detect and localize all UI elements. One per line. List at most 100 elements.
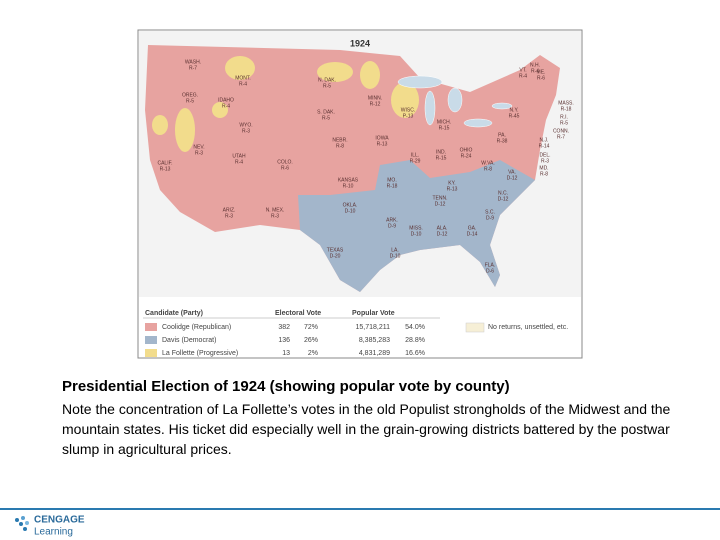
state-votes: R-3 [271, 213, 279, 219]
state-votes: R-5 [560, 120, 568, 126]
state-votes: D-12 [437, 231, 448, 237]
legend-candidate: La Follette (Progressive) [162, 350, 238, 357]
state-votes: R-4 [531, 68, 539, 74]
progressive-areas [152, 56, 419, 152]
state-votes: R-15 [436, 155, 447, 161]
state-votes: R-13 [447, 186, 458, 192]
state-name: WYO. [239, 122, 252, 128]
state-name: OREG. [182, 92, 198, 98]
logo-dot [23, 527, 27, 531]
state-name: MICH. [437, 119, 451, 125]
state-name: N.J. [540, 137, 549, 143]
legend-electoral-pct: 72% [304, 324, 318, 331]
state-name: R.I. [560, 114, 568, 120]
state-name: N. DAK. [318, 77, 336, 83]
state-name: IOWA [375, 135, 389, 141]
state-votes: R-13 [377, 141, 388, 147]
state-name: KANSAS [338, 177, 359, 183]
state-name: TEXAS [327, 247, 344, 253]
map-legend: Candidate (Party) Electoral Vote Popular V… [143, 310, 568, 357]
state-name: MASS. [558, 100, 574, 106]
state-labels: WASH.R-7OREG.R-5CALIF.R-13NEV.R-3IDAHOR-… [157, 59, 573, 274]
lake [491, 102, 513, 110]
state-votes: R-18 [561, 106, 572, 112]
state-name: NEBR. [332, 137, 347, 143]
state-votes: R-7 [557, 134, 565, 140]
state-votes: R-3 [195, 150, 203, 156]
publisher-logo: CENGAGE Learning [0, 508, 720, 538]
progressive-area [360, 61, 380, 89]
state-name: N. MEX. [266, 207, 285, 213]
state-votes: R-5 [322, 115, 330, 121]
legend-popular-pct: 54.0% [405, 324, 425, 331]
state-name: ARIZ. [223, 207, 236, 213]
state-votes: D-9 [486, 215, 494, 221]
state-votes: R-15 [439, 125, 450, 131]
state-votes: D-10 [345, 208, 356, 214]
state-name: PA. [498, 132, 506, 138]
state-votes: R-12 [370, 101, 381, 107]
state-votes: R-3 [541, 158, 549, 164]
state-name: KY. [448, 180, 455, 186]
state-name: S.C. [485, 209, 495, 215]
state-votes: R-4 [519, 73, 527, 79]
progressive-area [212, 102, 228, 118]
legend-swatch [145, 323, 157, 331]
state-name: ALA. [437, 225, 448, 231]
legend-swatch [145, 349, 157, 357]
state-name: VA. [508, 169, 516, 175]
state-name: MONT. [235, 75, 251, 81]
state-votes: R-18 [387, 183, 398, 189]
legend-popular: 4,831,289 [359, 350, 390, 357]
state-name: W.VA. [481, 160, 495, 166]
progressive-area [175, 108, 195, 152]
state-name: WISC. [401, 107, 415, 113]
state-votes: R-7 [189, 65, 197, 71]
state-votes: R-8 [336, 143, 344, 149]
legend-swatch [145, 336, 157, 344]
state-name: MO. [387, 177, 396, 183]
state-votes: R-13 [160, 166, 171, 172]
map-figure: 1924 WASH.R-7OREG.R-5CALIF.R-13NEV.R-3ID… [137, 29, 583, 359]
state-name: OHIO [460, 147, 473, 153]
state-name: ARK. [386, 217, 398, 223]
state-votes: R-45 [509, 113, 520, 119]
logo-dot [15, 518, 19, 522]
lake [424, 90, 436, 126]
state-name: CONN. [553, 128, 569, 134]
state-votes: P-13 [403, 113, 414, 119]
state-votes: R-6 [537, 75, 545, 81]
state-name: FLA. [485, 262, 496, 268]
state-name: NEV. [193, 144, 204, 150]
state-name: IDAHO [218, 97, 234, 103]
progressive-area [152, 115, 168, 135]
state-name: MD. [539, 165, 548, 171]
state-votes: R-29 [410, 158, 421, 164]
state-votes: R-24 [461, 153, 472, 159]
state-name: MISS. [409, 225, 423, 231]
legend-popular: 8,385,283 [359, 337, 390, 344]
legend-electoral: 136 [278, 337, 290, 344]
state-votes: D-14 [467, 231, 478, 237]
state-votes: R-38 [497, 138, 508, 144]
logo-dot [21, 516, 25, 520]
legend-popular: 15,718,211 [355, 324, 390, 331]
legend-electoral-pct: 26% [304, 337, 318, 344]
state-votes: D-10 [390, 253, 401, 259]
legend-no-returns: No returns, unsettled, etc. [488, 324, 568, 331]
progressive-area [225, 56, 255, 80]
lake [447, 87, 463, 113]
progressive-area [317, 62, 353, 82]
state-name: LA. [391, 247, 399, 253]
lake [397, 75, 443, 89]
legend-popular-pct: 28.8% [405, 337, 425, 344]
state-name: DEL. [539, 152, 550, 158]
state-votes: D-20 [330, 253, 341, 259]
state-name: N.H. [530, 62, 540, 68]
state-name: OKLA. [343, 202, 358, 208]
state-name: WASH. [185, 59, 201, 65]
legend-candidate: Davis (Democrat) [162, 337, 216, 344]
state-votes: D-6 [486, 268, 494, 274]
logo-dot [19, 522, 23, 526]
